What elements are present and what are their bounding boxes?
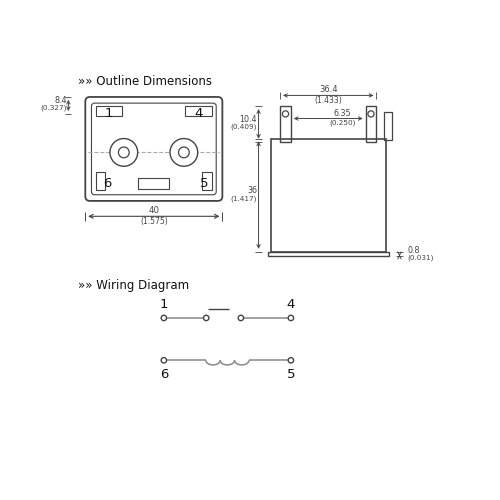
Text: (1.575): (1.575): [140, 217, 168, 226]
Bar: [384, 112, 392, 140]
Text: 6: 6: [102, 178, 111, 190]
Text: 6.35: 6.35: [334, 108, 351, 118]
Text: 4: 4: [286, 298, 295, 310]
Text: 6: 6: [160, 368, 168, 380]
Text: (0.031): (0.031): [407, 254, 434, 261]
Bar: [280, 106, 291, 142]
Text: (0.250): (0.250): [329, 119, 355, 126]
Bar: [271, 138, 386, 252]
Text: 40: 40: [148, 206, 160, 214]
Text: 8.4: 8.4: [54, 96, 67, 106]
Circle shape: [288, 358, 294, 363]
Text: »» Wiring Diagram: »» Wiring Diagram: [78, 280, 188, 292]
Circle shape: [238, 316, 244, 320]
Text: 4: 4: [194, 106, 202, 120]
Circle shape: [110, 138, 138, 166]
Circle shape: [288, 316, 294, 320]
Circle shape: [161, 358, 166, 363]
Bar: [268, 252, 388, 256]
Bar: [186, 106, 212, 116]
Text: 0.8: 0.8: [407, 246, 420, 256]
Text: »» Outline Dimensions: »» Outline Dimensions: [78, 76, 212, 88]
Circle shape: [368, 111, 374, 117]
Text: 1: 1: [160, 298, 168, 310]
Text: (0.327): (0.327): [40, 104, 67, 111]
Circle shape: [204, 316, 209, 320]
Text: (0.409): (0.409): [230, 124, 257, 130]
Text: 5: 5: [286, 368, 295, 380]
Bar: [366, 106, 376, 142]
Text: 1: 1: [105, 106, 114, 120]
Text: 36.4: 36.4: [319, 85, 338, 94]
Circle shape: [118, 147, 129, 158]
Text: (1.433): (1.433): [314, 96, 342, 104]
Bar: [202, 172, 211, 190]
Bar: [96, 106, 122, 116]
Circle shape: [282, 111, 288, 117]
Bar: [96, 172, 106, 190]
Bar: [138, 178, 169, 188]
Text: (1.417): (1.417): [230, 196, 257, 202]
Circle shape: [170, 138, 198, 166]
Circle shape: [178, 147, 190, 158]
Text: 36: 36: [247, 186, 257, 196]
Circle shape: [161, 316, 166, 320]
Text: 10.4: 10.4: [240, 115, 257, 124]
Text: 5: 5: [200, 178, 208, 190]
